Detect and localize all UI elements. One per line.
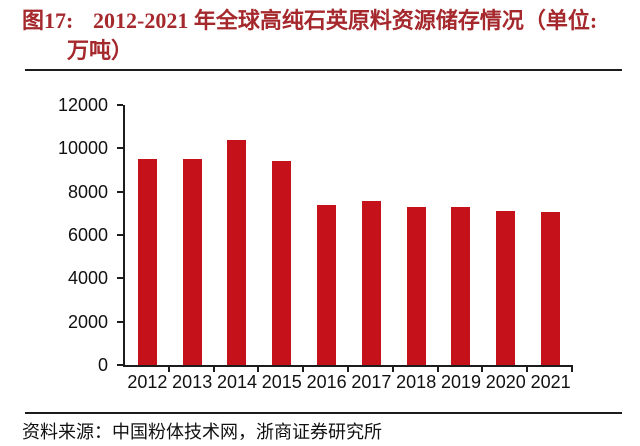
x-tick-label: 2014 [216,372,258,392]
plot-area [123,105,573,367]
figure-title-text: 2012-2021 年全球高纯石英原料资源储存情况（单位: [93,8,598,33]
bar-2013 [182,159,202,365]
y-tick-label: 6000 [67,225,108,245]
y-tick-mark [117,104,123,106]
figure-title-line1: 图17: 2012-2021 年全球高纯石英原料资源储存情况（单位: [22,6,622,36]
y-tick-mark [117,320,123,323]
bar-2014 [227,139,247,365]
x-tick-mark [436,367,439,372]
y-tick-mark [117,147,123,150]
y-tick-mark [117,277,123,280]
x-tick-label: 2017 [351,372,392,392]
y-tick-mark [117,234,123,236]
bar-2021 [541,212,561,365]
figure-title-line2: 万吨） [67,38,134,63]
bar-2019 [451,206,471,365]
x-tick-label: 2018 [396,372,437,392]
source-note: 资料来源：中国粉体技术网，浙商证券研究所 [22,418,382,444]
x-tick-label: 2021 [530,372,571,392]
x-tick-mark [347,367,349,372]
y-tick-label: 4000 [67,268,108,289]
y-tick-label: 8000 [67,181,108,202]
bar-2020 [496,211,516,365]
x-tick-label: 2020 [485,372,526,392]
x-tick-label: 2019 [440,372,482,392]
bar-2012 [137,159,157,365]
source-label: 资料来源： [22,422,112,442]
x-tick-mark [212,367,215,372]
x-tick-mark [391,367,394,372]
x-tick-label: 2016 [306,372,347,392]
x-tick-mark [302,367,305,372]
source-text: 中国粉体技术网，浙商证券研究所 [112,422,382,442]
y-tick-label: 0 [97,355,108,375]
bar-2016 [317,204,337,365]
x-tick-mark [167,367,170,372]
figure-title: 图17: 2012-2021 年全球高纯石英原料资源储存情况（单位: 万吨） [22,6,622,66]
y-tick-label: 10000 [57,138,108,159]
x-tick-label: 2013 [172,372,213,392]
x-tick-mark [571,367,573,372]
x-tick-label: 2015 [261,372,302,392]
bar-2015 [272,161,292,365]
bar-2017 [361,201,381,365]
y-tick-mark [117,190,123,193]
x-tick-mark [257,367,260,372]
bars-group [125,105,573,365]
x-tick-label: 2012 [127,372,168,392]
bar-2018 [406,206,426,365]
y-tick-label: 2000 [67,311,108,332]
y-tick-mark [117,364,123,366]
divider-bottom [25,412,622,414]
divider-top [25,69,622,71]
figure-number-label: 图17: [22,8,74,33]
x-tick-mark [526,367,529,372]
y-tick-label: 12000 [57,95,108,115]
x-tick-mark [481,367,484,372]
